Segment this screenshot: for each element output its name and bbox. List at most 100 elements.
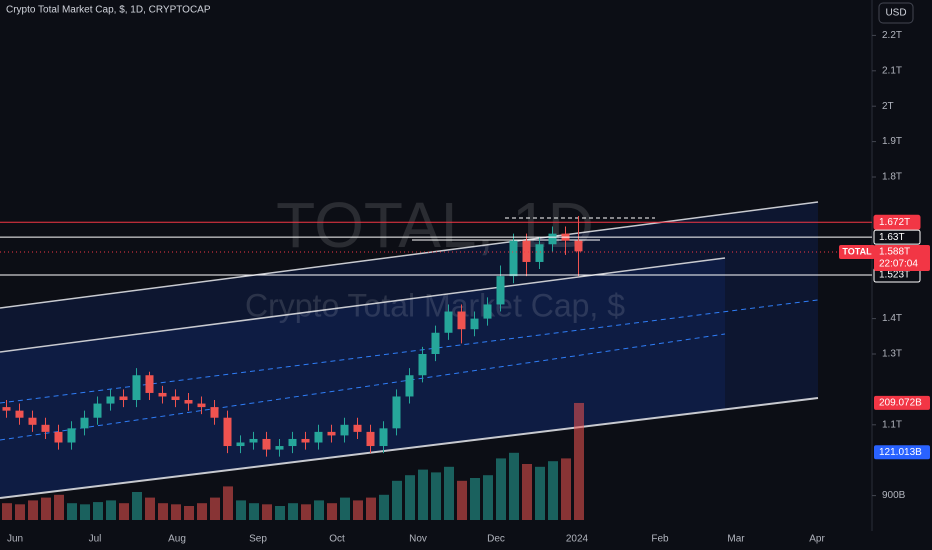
volume-bar: [535, 466, 545, 520]
price-tag-label: 1.523T: [879, 270, 910, 281]
volume-bar: [41, 497, 51, 520]
currency-button[interactable]: [878, 2, 914, 24]
volume-tag: [874, 445, 930, 460]
candle-body: [535, 244, 544, 262]
candle-body: [392, 396, 401, 429]
volume-bar: [522, 464, 532, 520]
candle-body: [457, 311, 466, 330]
candle-body: [288, 438, 297, 447]
volume-bar: [457, 480, 467, 520]
y-tick-label: 2.2T: [882, 30, 902, 41]
volume-bar: [80, 504, 90, 520]
candle-body: [223, 417, 232, 447]
candle-body: [509, 240, 518, 277]
time-label: Dec: [487, 534, 505, 545]
volume-bar: [197, 503, 207, 520]
volume-bar: [158, 503, 168, 520]
y-tick-label: 1.1T: [882, 419, 902, 430]
candle-body: [80, 417, 89, 429]
volume-bar: [340, 497, 350, 520]
candle-body: [262, 438, 271, 450]
candle-body: [184, 400, 193, 404]
candle-body: [444, 311, 453, 333]
candle-body: [197, 403, 206, 408]
time-label: Feb: [651, 534, 669, 545]
channel-top: [0, 201, 819, 309]
time-label: Sep: [249, 534, 267, 545]
time-label: Mar: [727, 534, 745, 545]
price-tag-label: 1.63T: [879, 232, 905, 243]
volume-bar: [366, 497, 376, 520]
axis: Jun Jul Aug Sep Oct Nov Dec 2024 Feb Mar…: [7, 534, 826, 545]
volume-bar: [496, 458, 506, 520]
candle-body: [236, 442, 245, 447]
candle-body: [496, 276, 505, 305]
volume-bar: [444, 466, 454, 520]
volume-tag-label: 121.013B: [879, 447, 922, 458]
candle-body: [158, 392, 167, 397]
volume-bar: [2, 503, 12, 520]
volume-bar: [223, 486, 233, 520]
y-tick-label: 2T: [882, 101, 894, 112]
time-label: Jul: [89, 534, 102, 545]
candle-body: [15, 410, 24, 418]
time-label: Aug: [168, 534, 186, 545]
last-price-tag: [874, 245, 930, 272]
volume-bar: [548, 461, 558, 520]
candle-body: [132, 375, 141, 401]
volume-bar: [145, 497, 155, 520]
price-tag: [873, 214, 921, 230]
volume-bar: [93, 502, 103, 520]
candle-body: [28, 417, 37, 425]
candle-body: [210, 407, 219, 418]
candle-body: [483, 304, 492, 319]
volume-bar: [431, 472, 441, 520]
volume-bar: [509, 452, 519, 520]
channel-fill-inner: [0, 258, 725, 498]
candle-body: [171, 396, 180, 401]
y-tick-label: 1.3T: [882, 349, 902, 360]
watermark-subtitle: Crypto Total Market Cap, $: [245, 287, 625, 323]
candle-body: [41, 424, 50, 432]
y-tick-label: 1.8T: [882, 172, 902, 183]
volume-bar: [418, 469, 428, 520]
channel-bottom: [0, 397, 819, 499]
time-label: Apr: [809, 534, 825, 545]
candle-body: [340, 424, 349, 436]
candle-body: [366, 431, 375, 447]
last-price-label: 1.588T: [879, 247, 910, 258]
y-tick-label: 1.4T: [882, 313, 902, 324]
chart-title: Crypto Total Market Cap, $, 1D, CRYPTOCA…: [6, 5, 211, 16]
candle-body: [418, 354, 427, 376]
candle-body: [470, 318, 479, 330]
volume-bar: [262, 504, 272, 520]
time-label: Oct: [329, 534, 345, 545]
candle-body: [405, 375, 414, 397]
channel-mid: [0, 257, 726, 353]
last-price-name: TOTAL: [842, 246, 872, 256]
volume-bar: [210, 497, 220, 520]
volume-bar: [15, 504, 25, 520]
candle-body: [249, 438, 258, 443]
price-tag-label: 1.672T: [879, 217, 910, 228]
time-label: Nov: [409, 534, 427, 545]
volume-bar: [405, 475, 415, 520]
candle-body: [314, 431, 323, 443]
volume-bar: [28, 500, 38, 520]
y-tick-label: 2.1T: [882, 65, 902, 76]
plot-lines: [0, 201, 819, 499]
time-label: 2024: [566, 534, 589, 545]
volume-bar: [106, 500, 116, 520]
last-price-name-tag: [839, 245, 875, 260]
candle-body: [574, 240, 583, 252]
candle-body: [54, 431, 63, 443]
volume-bar: [236, 500, 246, 520]
volume-bar: [119, 503, 129, 520]
candle-body: [353, 424, 362, 432]
currency-label[interactable]: USD: [885, 8, 906, 19]
volume-bar: [184, 506, 194, 520]
volume-bar: [379, 494, 389, 520]
volume-bar: [561, 458, 571, 520]
